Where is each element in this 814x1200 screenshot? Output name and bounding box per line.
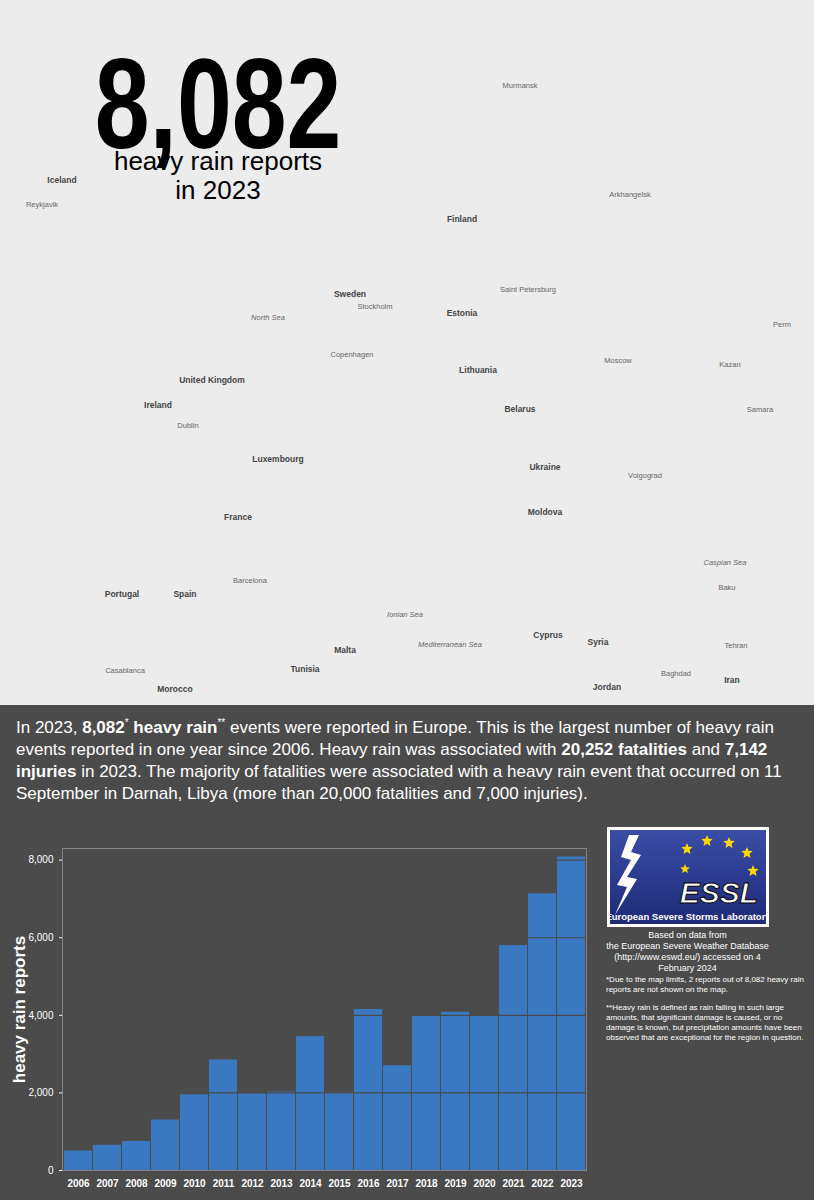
svg-text:North Sea: North Sea — [251, 313, 285, 322]
svg-text:2013: 2013 — [270, 1178, 293, 1189]
svg-text:heavy rain reports: heavy rain reports — [10, 936, 29, 1083]
svg-text:Tehran: Tehran — [725, 641, 748, 650]
svg-text:Dublin: Dublin — [177, 421, 198, 430]
svg-text:6,000: 6,000 — [28, 932, 53, 943]
html-text:**Heavy rain is defined as rai: **Heavy rain is defined as rain falling … — [606, 1003, 804, 1042]
svg-text:2011: 2011 — [213, 1178, 235, 1189]
svg-text:2019: 2019 — [444, 1178, 467, 1189]
svg-text:Malta: Malta — [334, 645, 356, 655]
svg-text:heavy rain reports: heavy rain reports — [114, 146, 322, 176]
svg-text:2015: 2015 — [328, 1178, 351, 1189]
svg-text:Lithuania: Lithuania — [459, 365, 497, 375]
svg-text:2016: 2016 — [357, 1178, 380, 1189]
html-text:*Due to the map limits, 2 repo: *Due to the map limits, 2 reports out of… — [606, 975, 804, 994]
svg-text:Murmansk: Murmansk — [502, 81, 537, 90]
svg-text:2020: 2020 — [473, 1178, 496, 1189]
svg-text:Cyprus: Cyprus — [533, 630, 563, 640]
svg-text:Sweden: Sweden — [334, 289, 366, 299]
svg-text:Baku: Baku — [718, 583, 735, 592]
svg-text:2021: 2021 — [502, 1178, 525, 1189]
html-text:Based on data from: Based on data from — [648, 930, 727, 940]
svg-text:Ukraine: Ukraine — [529, 462, 560, 472]
svg-text:2008: 2008 — [125, 1178, 148, 1189]
svg-text:Finland: Finland — [447, 214, 477, 224]
svg-text:Portugal: Portugal — [105, 589, 139, 599]
svg-text:Samara: Samara — [747, 405, 774, 414]
svg-text:0: 0 — [48, 1165, 54, 1176]
svg-text:Mediterranean Sea: Mediterranean Sea — [418, 640, 482, 649]
svg-text:Volgograd: Volgograd — [628, 471, 662, 480]
svg-text:Arkhangelsk: Arkhangelsk — [609, 190, 651, 199]
svg-text:in 2023: in 2023 — [175, 175, 260, 205]
svg-text:United Kingdom: United Kingdom — [179, 375, 245, 385]
svg-text:Syria: Syria — [588, 637, 609, 647]
svg-text:Belarus: Belarus — [504, 404, 535, 414]
svg-text:Morocco: Morocco — [157, 684, 192, 694]
svg-text:Barcelona: Barcelona — [233, 576, 268, 585]
svg-text:Perm: Perm — [773, 320, 791, 329]
svg-text:ESSL: ESSL — [680, 876, 758, 909]
svg-text:4,000: 4,000 — [28, 1010, 53, 1021]
svg-text:Copenhagen: Copenhagen — [331, 350, 374, 359]
svg-text:Baghdad: Baghdad — [661, 669, 691, 678]
svg-text:Moscow: Moscow — [604, 356, 632, 365]
svg-text:2022: 2022 — [531, 1178, 554, 1189]
svg-text:Iceland: Iceland — [47, 175, 76, 185]
svg-text:Luxembourg: Luxembourg — [252, 454, 303, 464]
svg-text:2023: 2023 — [560, 1178, 583, 1189]
html-text:In 2023, 8,082* heavy rain**ev: In 2023, 8,082* heavy rain**events were … — [16, 717, 782, 803]
svg-text:Caspian Sea: Caspian Sea — [704, 558, 747, 567]
svg-text:2014: 2014 — [299, 1178, 322, 1189]
svg-text:2009: 2009 — [154, 1178, 177, 1189]
svg-text:2006: 2006 — [67, 1178, 90, 1189]
svg-text:Saint Petersburg: Saint Petersburg — [500, 285, 556, 294]
svg-text:Tunisia: Tunisia — [290, 664, 319, 674]
svg-text:2017: 2017 — [386, 1178, 409, 1189]
svg-text:Stockholm: Stockholm — [357, 302, 392, 311]
html-text:the European Severe Weather Da: the European Severe Weather Database — [606, 941, 769, 951]
svg-text:Ionian Sea: Ionian Sea — [387, 610, 423, 619]
svg-text:2018: 2018 — [415, 1178, 438, 1189]
svg-text:Reykjavik: Reykjavik — [26, 200, 58, 209]
svg-text:2012: 2012 — [241, 1178, 264, 1189]
svg-text:2010: 2010 — [183, 1178, 206, 1189]
svg-text:8,082: 8,082 — [94, 32, 342, 175]
svg-text:2007: 2007 — [96, 1178, 119, 1189]
svg-text:Moldova: Moldova — [528, 507, 563, 517]
svg-text:European Severe Storms Laborat: European Severe Storms Laboratory — [607, 911, 769, 922]
svg-text:Jordan: Jordan — [593, 682, 621, 692]
html-text:(http://www.eswd.eu/) accessed: (http://www.eswd.eu/) accessed on 4 Febr… — [614, 952, 761, 973]
svg-text:Estonia: Estonia — [447, 308, 478, 318]
svg-text:Spain: Spain — [173, 589, 196, 599]
svg-text:8,000: 8,000 — [28, 854, 53, 865]
svg-text:Iran: Iran — [724, 675, 740, 685]
svg-text:2,000: 2,000 — [28, 1087, 53, 1098]
svg-text:Ireland: Ireland — [144, 400, 172, 410]
svg-text:Casablanca: Casablanca — [105, 666, 145, 675]
svg-text:Kazan: Kazan — [719, 360, 740, 369]
svg-text:France: France — [224, 512, 252, 522]
